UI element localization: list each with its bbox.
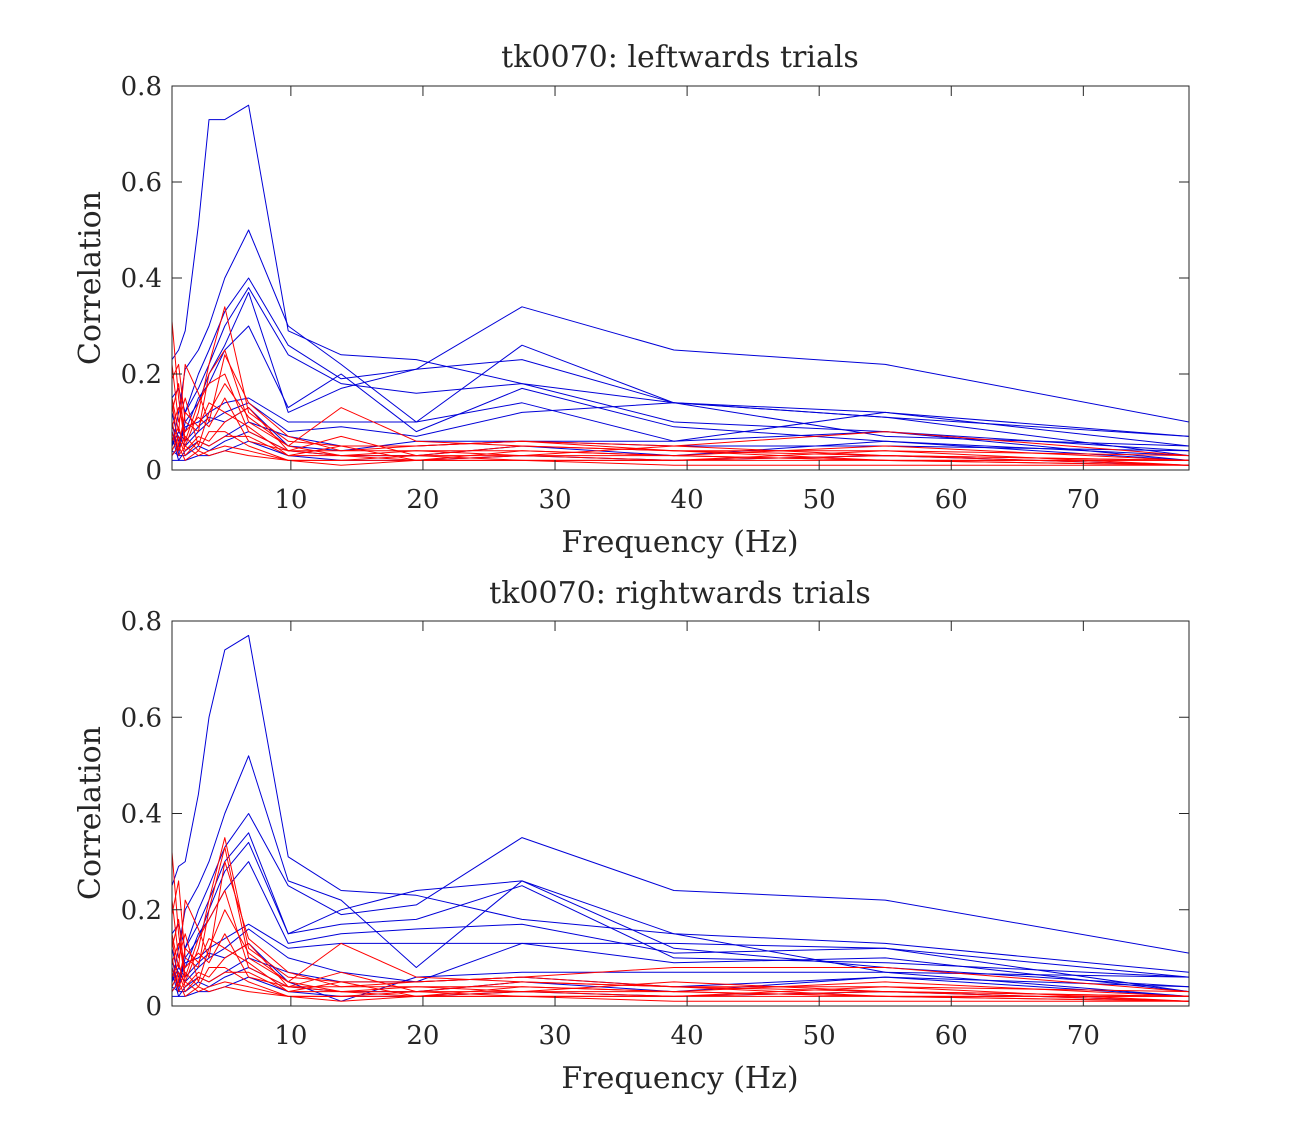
y-tick-label: 0.8 [121,607,162,637]
x-tick-label: 70 [1067,485,1100,515]
x-tick-label: 20 [406,1021,439,1051]
series-line-blue-5 [172,841,1189,988]
series-line-blue-8 [172,402,1189,457]
series-line-red-13 [172,837,1189,993]
y-tick-label: 0.8 [121,72,162,102]
series-line-red-23 [172,967,1189,1002]
y-tick-label: 0.4 [121,800,162,830]
series-line-red-17 [172,364,1189,466]
chart-title: tk0070: rightwards trials [489,576,871,611]
series-line-blue-4 [172,287,1189,457]
series-line-red-19 [172,938,1189,997]
y-axis-label: Correlation [73,191,108,365]
plot-lines [172,104,1189,466]
axes-box [171,85,1190,471]
x-tick-label: 30 [538,485,571,515]
series-line-red-20 [172,407,1189,461]
series-line-blue-4 [172,832,1189,993]
series-line-blue-5 [172,291,1189,452]
x-tick-label: 60 [935,485,968,515]
series-line-blue-9 [172,942,1189,1002]
series-line-red-24 [172,981,1189,1002]
series-line-red-13 [172,306,1189,457]
y-axis-label: Correlation [73,726,108,900]
series-line-red-20 [172,942,1189,997]
series-line-red-22 [172,435,1189,466]
series-line-blue-3 [172,813,1189,954]
x-tick-label: 70 [1067,1021,1100,1051]
series-line-red-15 [172,861,1189,997]
series-line-blue-3 [172,277,1189,423]
y-tick-label: 0 [145,992,162,1022]
y-tick-label: 0.2 [121,896,162,926]
x-tick-label: 10 [274,485,307,515]
y-tick-label: 0.2 [121,360,162,390]
x-axis-label: Frequency (Hz) [561,1061,798,1096]
chart-panel-rightwards: tk0070: rightwards trials Frequency (Hz)… [73,576,1190,1096]
x-tick-label: 40 [671,1021,704,1051]
x-tick-label: 30 [538,1021,571,1051]
series-line-blue-1 [172,104,1189,437]
series-line-blue-8 [172,928,1189,993]
x-tick-label: 10 [274,1021,307,1051]
series-line-red-16 [172,373,1189,461]
series-line-red-19 [172,402,1189,461]
series-line-red-17 [172,900,1189,1002]
series-line-red-14 [172,846,1189,997]
series-line-blue-2 [172,755,1189,982]
axes-box [171,620,1190,1007]
series-line-red-24 [172,445,1189,466]
chart-title: tk0070: leftwards trials [501,40,859,75]
x-tick-label: 60 [935,1021,968,1051]
x-tick-label: 20 [406,485,439,515]
x-tick-label: 50 [803,1021,836,1051]
series-line-blue-2 [172,229,1189,447]
series-line-red-23 [172,431,1189,466]
y-tick-label: 0.6 [121,703,162,733]
series-line-blue-7 [172,923,1189,992]
series-line-red-22 [172,971,1189,1002]
x-tick-label: 40 [671,485,704,515]
plot-lines [172,634,1189,1002]
series-line-blue-7 [172,397,1189,456]
x-tick-label: 50 [803,485,836,515]
y-tick-label: 0.6 [121,168,162,198]
chart-panel-leftwards: tk0070: leftwards trials Frequency (Hz) … [73,40,1190,560]
y-tick-label: 0.4 [121,264,162,294]
y-tick-label: 0 [145,456,162,486]
x-axis-label: Frequency (Hz) [561,525,798,560]
series-line-blue-1 [172,634,1189,973]
